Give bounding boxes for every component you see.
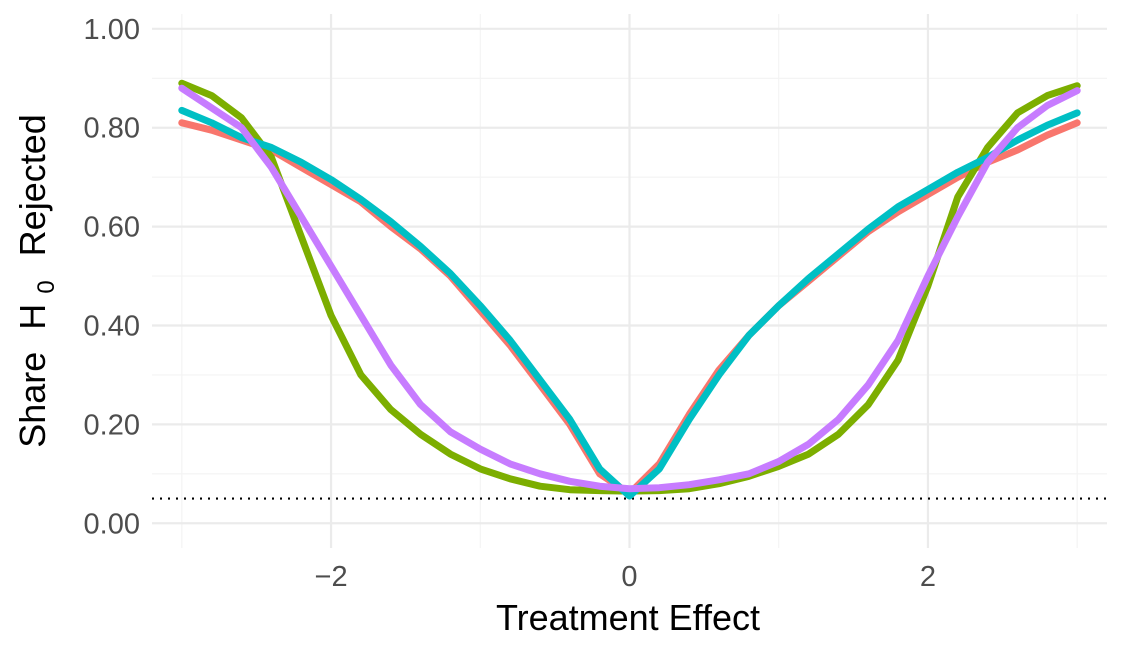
- y-tick-label: 0.20: [84, 409, 140, 441]
- y-tick-label: 0.60: [84, 212, 140, 244]
- y-tick-label: 1.00: [84, 14, 140, 46]
- y-axis-title-subscript: 0: [33, 280, 60, 293]
- y-axis-title-suffix: Rejected: [12, 114, 53, 256]
- y-axis-title: Share H 0 Rejected: [12, 114, 62, 448]
- series-line-3: [178, 106, 1081, 500]
- major-grid: [152, 14, 1107, 548]
- y-tick-label: 0.40: [84, 311, 140, 343]
- series-lines: [178, 79, 1081, 500]
- y-tick-label: 0.00: [84, 508, 140, 540]
- y-axis-title-symbol: H: [12, 304, 53, 330]
- x-tick-label: 2: [920, 561, 936, 593]
- y-axis-tick-labels: 0.00 0.20 0.40 0.60 0.80 1.00: [84, 14, 140, 540]
- x-axis-title: Treatment Effect: [496, 597, 760, 638]
- series-line-4: [178, 84, 1081, 493]
- x-axis-tick-labels: −2 0 2: [315, 561, 936, 593]
- x-tick-label: −2: [315, 561, 348, 593]
- x-tick-label: 0: [621, 561, 637, 593]
- y-axis-title-prefix: Share: [12, 352, 53, 448]
- y-tick-label: 0.80: [84, 113, 140, 145]
